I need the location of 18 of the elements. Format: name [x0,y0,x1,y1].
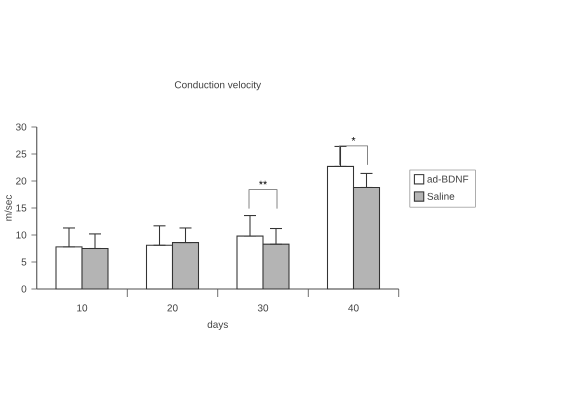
y-tick-label: 15 [16,204,26,212]
y-tick-label: 20 [16,177,26,185]
x-tick-label: 10 [77,304,88,312]
chart-title: Conduction velocity [174,80,262,90]
y-axis-title: m/sec [4,194,12,221]
legend-label: ad-BDNF [427,175,468,183]
x-tick-label: 30 [258,304,268,312]
annotation: ** [259,180,267,184]
y-tick-label: 10 [16,231,26,239]
y-tick-label: 30 [16,123,26,131]
x-tick-label: 40 [348,304,359,312]
y-tick-label: 5 [22,258,26,266]
x-axis-title: days [208,320,228,330]
y-tick-label: 25 [16,150,26,158]
x-tick-label: 20 [167,304,178,312]
y-tick-label: 0 [22,285,26,293]
legend-label: Saline [427,192,454,200]
annotation: * [352,136,356,141]
